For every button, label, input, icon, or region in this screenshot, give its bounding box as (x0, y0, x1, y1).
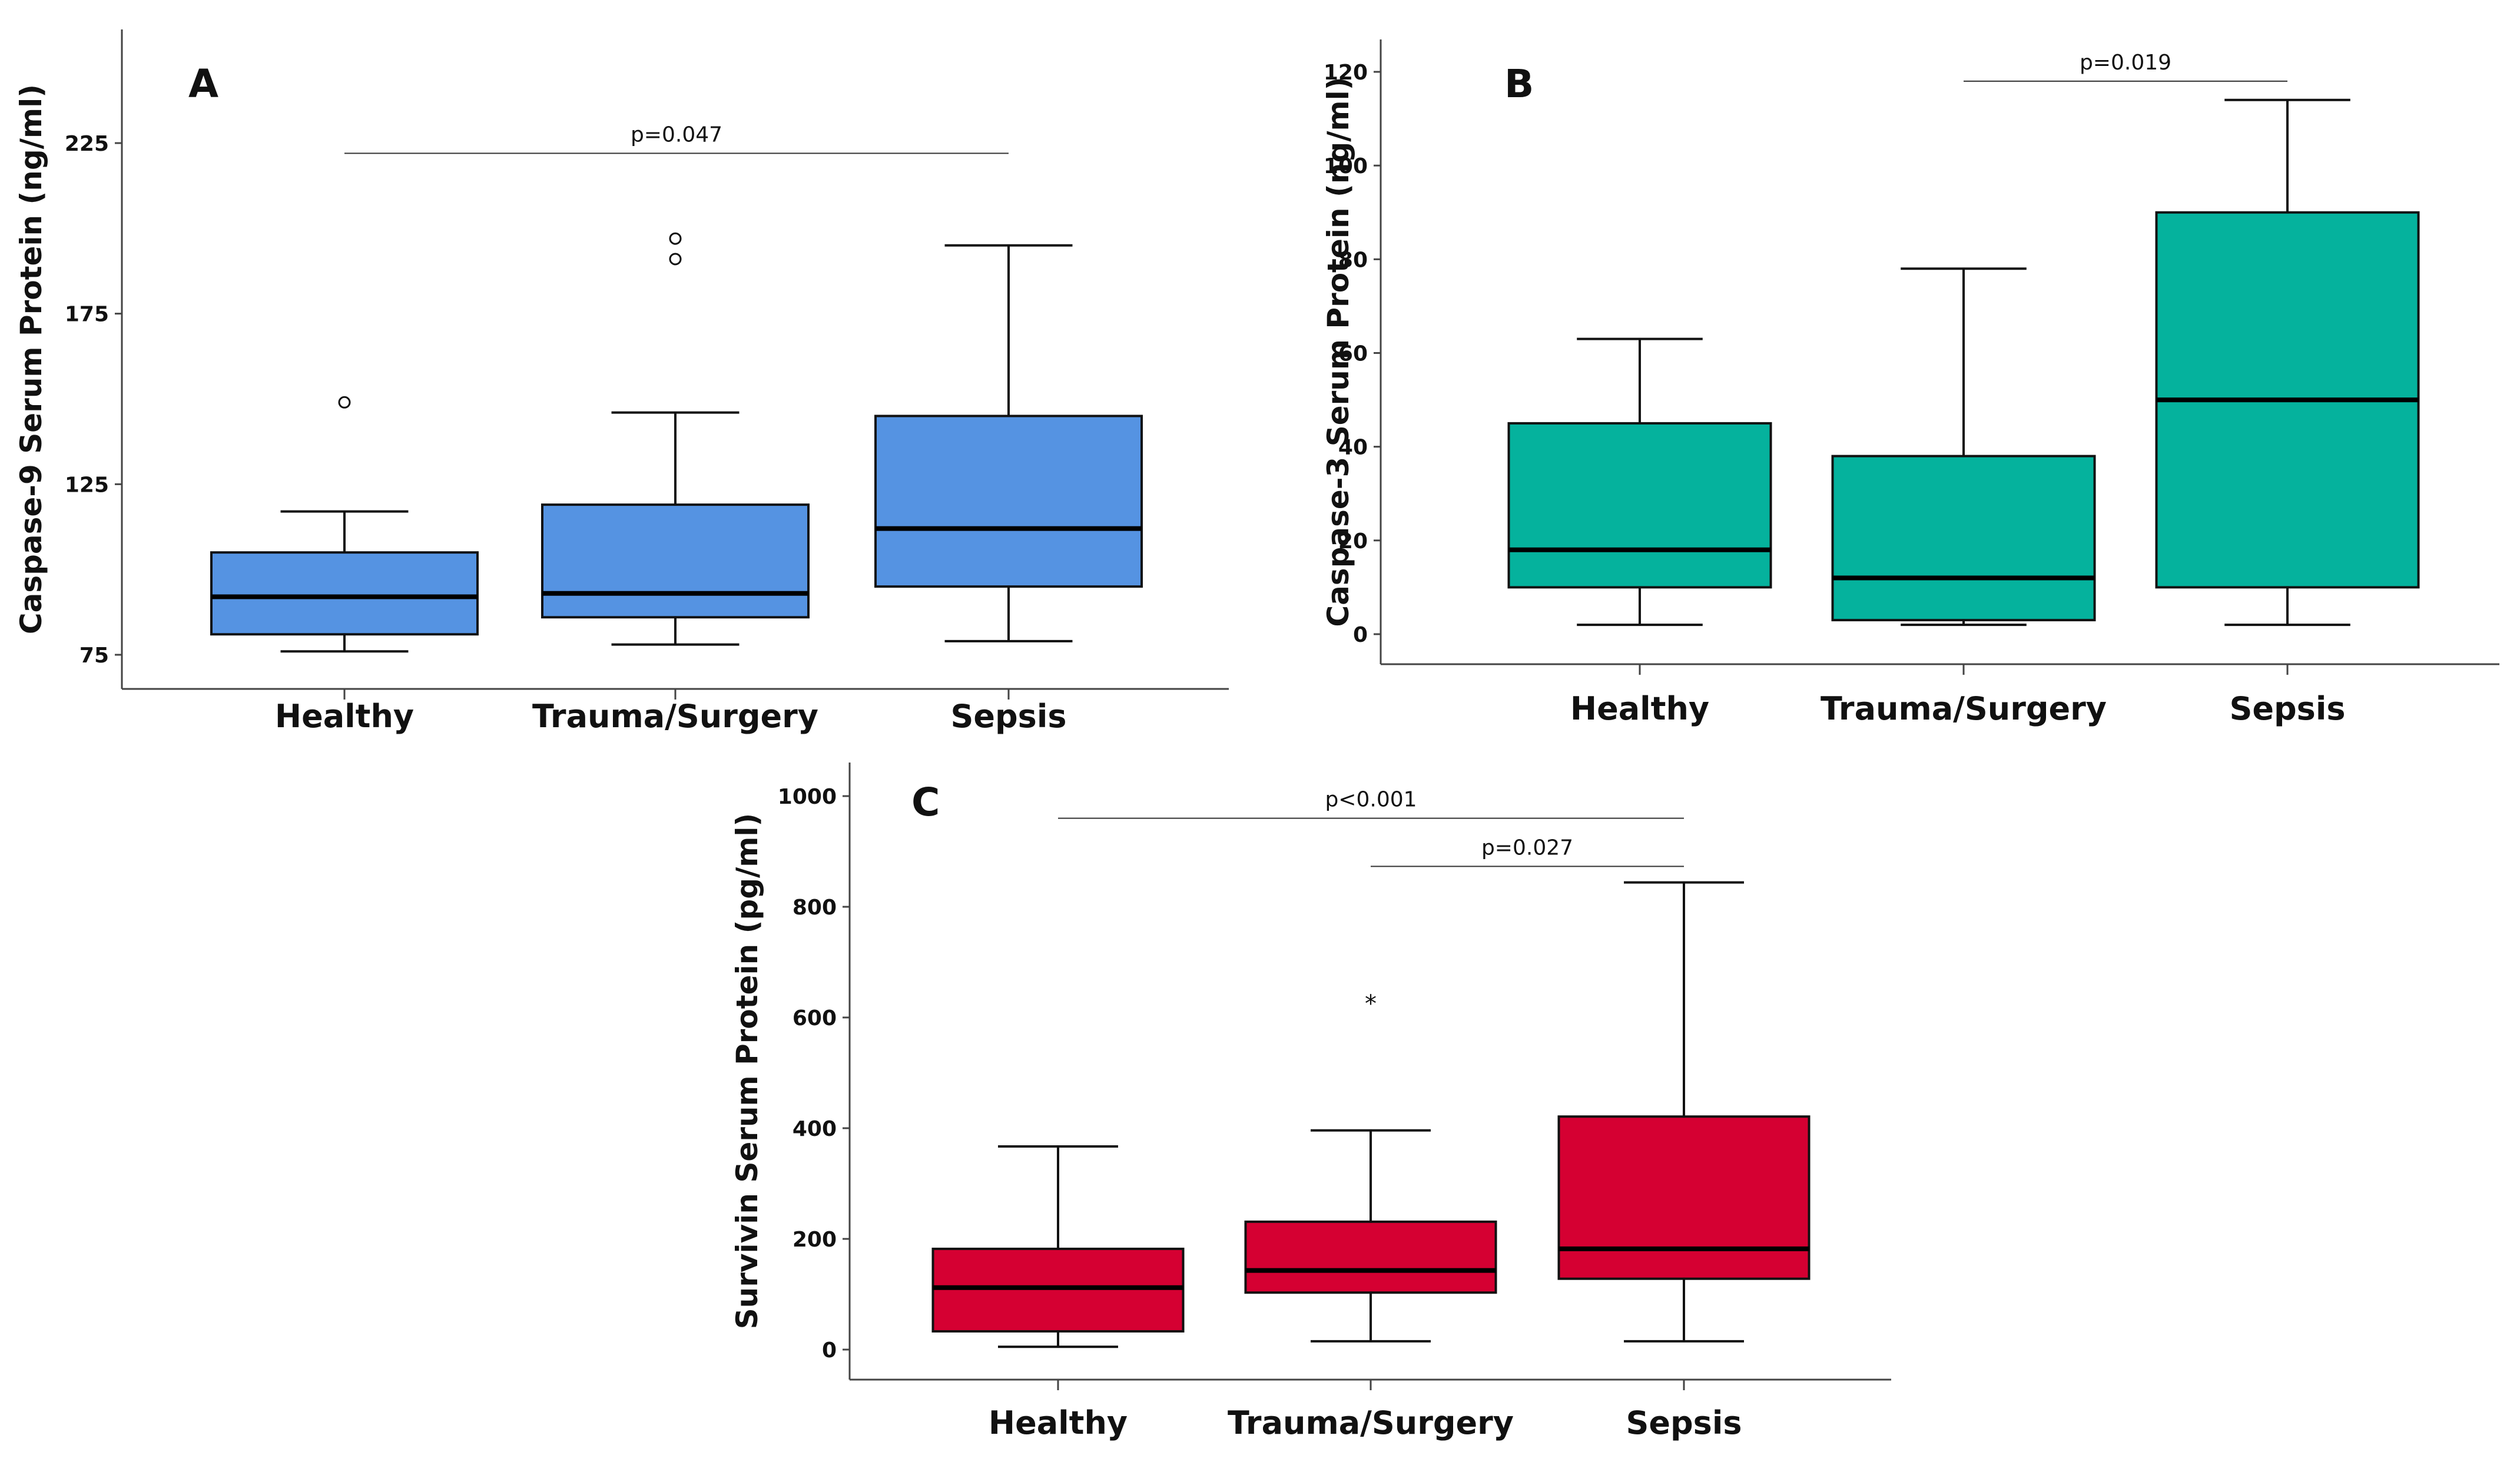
y-tick-label: 200 (793, 1228, 837, 1252)
y-axis-title: Survivin Serum Protein (pg/ml) (730, 813, 764, 1330)
iqr-box (541, 503, 810, 619)
p-value-label: p=0.019 (2080, 51, 2171, 75)
y-tick-label: 1000 (778, 785, 837, 809)
iqr-box (1557, 1115, 1811, 1280)
x-category-label: Healthy (989, 1404, 1128, 1441)
y-tick-label: 600 (793, 1006, 837, 1030)
iqr-box (1831, 455, 2096, 622)
y-tick-label: 225 (65, 132, 109, 156)
x-category-label: Trauma/Surgery (1228, 1404, 1514, 1441)
box-group-trauma-surgery (1831, 267, 2096, 627)
x-category-label: Trauma/Surgery (1821, 690, 2107, 727)
outlier-circle (669, 253, 682, 266)
y-tick-label: 40 (1338, 436, 1368, 460)
iqr-box (210, 551, 479, 636)
y-tick-label: 0 (1353, 623, 1368, 647)
y-axis-title: Caspase-9 Serum Protein (ng/ml) (14, 84, 48, 634)
iqr-box (931, 1247, 1185, 1333)
p-value-label: p=0.027 (1481, 836, 1573, 860)
y-tick-label: 120 (1324, 61, 1368, 85)
box-group-sepsis (1557, 881, 1811, 1343)
panel-letter: A (188, 61, 218, 107)
y-tick-label: 20 (1338, 529, 1368, 553)
y-tick-label: 80 (1338, 248, 1368, 272)
box-group-healthy (1507, 337, 1772, 627)
p-value-label: p=0.047 (631, 122, 722, 147)
panel-a: 75 125 175 225 Caspase-9 Serum Protein (ng/m… (14, 29, 1229, 735)
box-group-sepsis (2155, 98, 2420, 627)
iqr-box (1507, 422, 1772, 589)
box-group-sepsis (874, 244, 1143, 642)
y-tick-label: 75 (79, 644, 109, 668)
panel-letter: C (911, 780, 940, 825)
y-tick-label: 400 (793, 1117, 837, 1141)
panel-c: 0 200 400 600 800 1000 Survivin Serum Protein … (730, 763, 1891, 1441)
box-group-healthy (210, 396, 479, 653)
y-tick-label: 175 (65, 303, 109, 327)
outlier-circle (669, 232, 682, 245)
x-category-label: Sepsis (1626, 1404, 1742, 1441)
iqr-box (874, 415, 1143, 588)
y-tick-label: 0 (822, 1338, 837, 1363)
x-category-label: Sepsis (2230, 690, 2346, 727)
outlier-star: * (1365, 990, 1377, 1017)
x-category-label: Sepsis (951, 698, 1067, 735)
box-group-healthy (931, 1145, 1185, 1348)
x-category-label: Healthy (275, 698, 414, 735)
iqr-box (1244, 1220, 1497, 1294)
y-tick-label: 800 (793, 896, 837, 920)
y-tick-label: 125 (65, 473, 109, 497)
box-group-trauma-surgery: * (1244, 990, 1497, 1343)
y-tick-label: 100 (1324, 154, 1368, 178)
x-category-label: Healthy (1570, 690, 1709, 727)
y-axis-title: Caspase-3 Serum Protein (ng/ml) (1321, 77, 1355, 627)
x-category-label: Trauma/Surgery (532, 698, 818, 735)
p-value-label: p<0.001 (1325, 788, 1417, 812)
y-tick-label: 60 (1338, 342, 1368, 366)
box-group-trauma-surgery (541, 232, 810, 646)
panel-letter: B (1504, 61, 1534, 107)
outlier-circle (338, 396, 351, 409)
